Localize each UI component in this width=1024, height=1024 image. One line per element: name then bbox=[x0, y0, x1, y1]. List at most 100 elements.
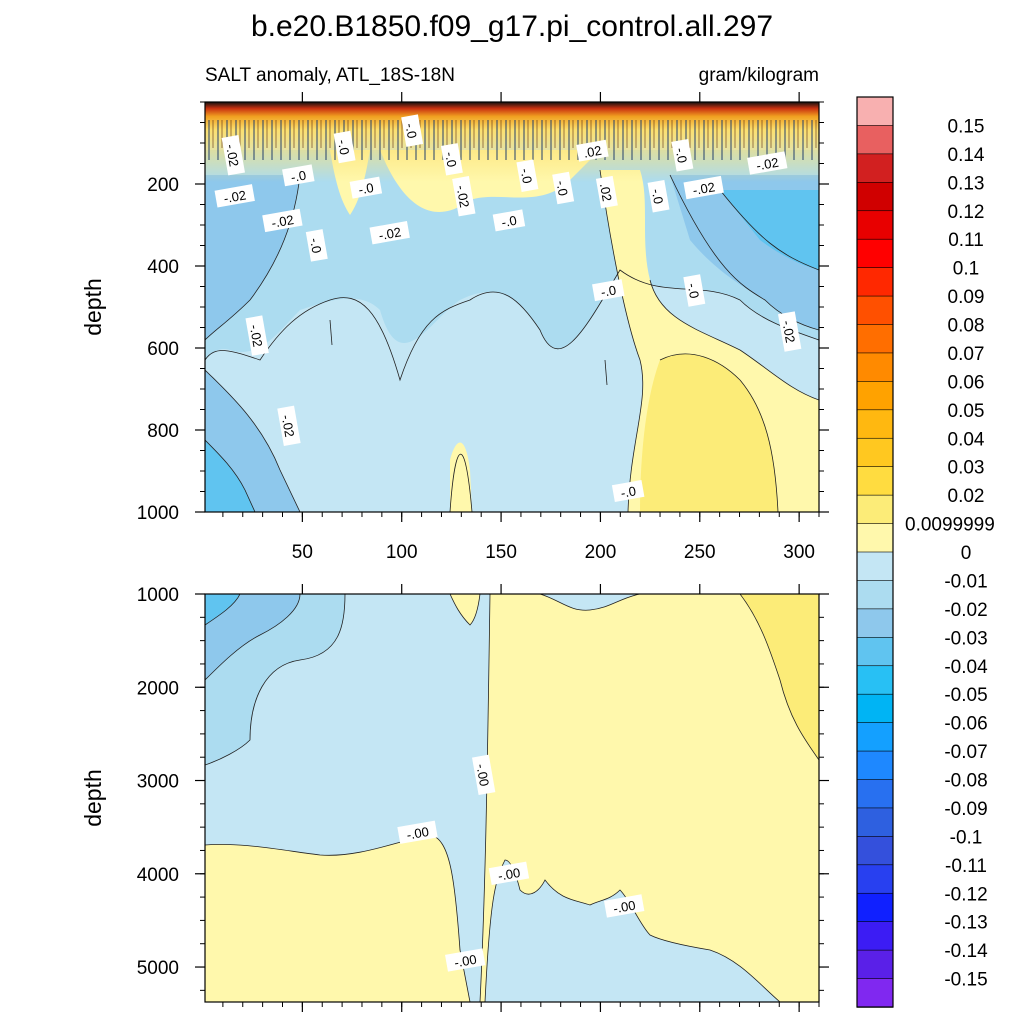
contour-label-box bbox=[647, 179, 670, 213]
colorbar-swatch bbox=[856, 466, 894, 496]
colorbar-swatch bbox=[856, 324, 894, 354]
contour-label-box bbox=[492, 209, 526, 232]
colorbar-label: 0.11 bbox=[948, 230, 984, 251]
contour-label-box bbox=[603, 894, 645, 918]
chart-subtitle-left: SALT anomaly, ATL_18S-18N bbox=[205, 65, 455, 86]
colorbar-swatch bbox=[856, 722, 894, 752]
contour-label-box bbox=[671, 138, 694, 172]
colorbar-label: -0.04 bbox=[944, 657, 988, 678]
colorbar-swatch bbox=[856, 750, 894, 781]
colorbar-swatch bbox=[856, 352, 894, 383]
contour-label-text: -.02 bbox=[279, 414, 298, 439]
colorbar-swatch bbox=[856, 864, 894, 894]
contour-label-box bbox=[592, 279, 625, 302]
contour-label-text: -.0 bbox=[335, 138, 352, 156]
colorbar-swatch bbox=[856, 665, 894, 695]
colorbar-label: -0.14 bbox=[944, 941, 988, 962]
colorbar-swatch bbox=[856, 807, 894, 838]
contour-label-box bbox=[333, 130, 356, 164]
contour-label-text: .02 bbox=[597, 182, 615, 202]
colorbar-label: -0.11 bbox=[945, 856, 987, 877]
colorbar-swatch bbox=[856, 182, 894, 212]
colorbar-swatch bbox=[856, 637, 894, 667]
colorbar-label: -0.09 bbox=[944, 799, 987, 820]
colorbar-swatch bbox=[856, 437, 894, 468]
contour-label-text: -.02 bbox=[223, 143, 242, 168]
contour-label-box bbox=[214, 184, 255, 208]
contour-label: -.02 bbox=[277, 405, 301, 447]
contour-label-text: -.0 bbox=[442, 151, 459, 169]
colorbar-swatch bbox=[856, 551, 894, 582]
contour-label-box bbox=[277, 405, 301, 447]
lower-panel-fill bbox=[205, 594, 819, 1002]
contour-label: -.00 bbox=[445, 948, 486, 972]
contour-label-text: -.0 bbox=[685, 282, 702, 300]
contour-label-box bbox=[349, 176, 383, 199]
colorbar-label: 0.15 bbox=[948, 116, 985, 137]
chart-title: b.e20.B1850.f09_g17.pi_control.all.297 bbox=[251, 10, 773, 43]
contour-label-box bbox=[221, 135, 245, 176]
contour-label-text: -.0 bbox=[649, 188, 666, 206]
contour-label: -.0 bbox=[552, 171, 575, 205]
contour-label-text: -.0 bbox=[307, 237, 324, 255]
lower-ylabel: depth bbox=[80, 769, 106, 827]
colorbar-label: -0.12 bbox=[944, 884, 987, 905]
contour-label-text: -.02 bbox=[247, 323, 266, 348]
colorbar-swatch bbox=[856, 267, 894, 297]
contour-label: -.00 bbox=[603, 894, 645, 918]
colorbar-label: 0.12 bbox=[948, 202, 985, 223]
upper-region-yellow-deep bbox=[640, 353, 778, 512]
contour-label: -.00 bbox=[397, 820, 438, 844]
ytick-label: 600 bbox=[147, 339, 179, 360]
contour-label: -.02 bbox=[683, 175, 724, 200]
contour-label-text: -.00 bbox=[497, 865, 522, 884]
ytick-label: 200 bbox=[147, 175, 179, 196]
colorbar-label: -0.06 bbox=[944, 714, 987, 735]
colorbar-swatch bbox=[856, 978, 894, 1008]
xtick-label: 200 bbox=[585, 542, 617, 563]
contour-label: -.0 bbox=[349, 176, 383, 199]
colorbar-swatch bbox=[856, 125, 894, 155]
contour-label-box bbox=[262, 208, 303, 233]
contour-label: -.0 bbox=[440, 143, 463, 176]
contour-label-text: -.00 bbox=[612, 898, 637, 917]
upper-region-blue-right2 bbox=[720, 190, 819, 270]
contour-label-box bbox=[747, 151, 788, 175]
contour-label-text: -.02 bbox=[453, 184, 472, 209]
contour-label-text: -.0 bbox=[402, 122, 419, 140]
ytick-label: 2000 bbox=[137, 678, 179, 699]
colorbar-label: 0.05 bbox=[948, 401, 985, 422]
contour-label-box bbox=[440, 143, 463, 176]
contour-label-box bbox=[305, 229, 328, 262]
ytick-label: 3000 bbox=[137, 772, 179, 793]
colorbar-label: -0.08 bbox=[944, 771, 987, 792]
colorbar-swatch bbox=[856, 580, 894, 610]
colorbar-label: 0.03 bbox=[948, 458, 985, 479]
contour-label-box bbox=[611, 480, 645, 502]
upper-region-yellow-small bbox=[450, 442, 472, 512]
contour-label-box bbox=[245, 315, 269, 356]
colorbar-swatch bbox=[856, 892, 894, 923]
colorbar-swatch bbox=[856, 238, 894, 269]
colorbar-frame bbox=[856, 96, 894, 1008]
lower-region-blue-deeper bbox=[205, 594, 240, 625]
colorbar-label: 0.02 bbox=[948, 486, 985, 507]
xtick-label: 300 bbox=[783, 542, 815, 563]
upper-contour-labels: -.02 -.0 -.0 -.0 .02 -.0 -.02 -.02 -.0 -.0 -.02 -.0… bbox=[214, 114, 802, 502]
contour-label-box bbox=[683, 274, 706, 307]
contour-label-text: -.00 bbox=[405, 824, 430, 843]
contour-label-text: -.0 bbox=[357, 180, 375, 197]
contour-label-text: -.02 bbox=[692, 179, 717, 198]
colorbar-label: 0.09 bbox=[948, 287, 985, 308]
contour-label-box bbox=[472, 754, 496, 796]
colorbar-label: -0.1 bbox=[950, 827, 983, 848]
contour-label: -.02 bbox=[747, 151, 788, 175]
contour-label-box bbox=[397, 820, 438, 844]
lower-region-blue-deep bbox=[205, 594, 300, 680]
upper-surface-stripes bbox=[205, 102, 819, 162]
contour-label: -.0 bbox=[647, 179, 670, 213]
contour-label-box bbox=[778, 311, 802, 352]
contour-label: -.00 bbox=[488, 861, 530, 885]
colorbar-swatch bbox=[856, 779, 894, 809]
